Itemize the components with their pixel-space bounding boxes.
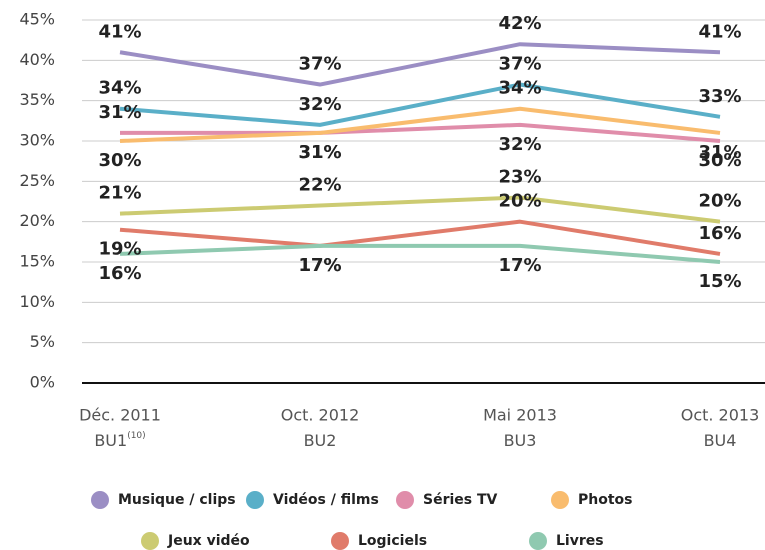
data-label: 31%	[698, 142, 741, 163]
x-tick-code: BU1(10)	[94, 431, 145, 450]
data-label: 30%	[98, 150, 141, 171]
series-line	[119, 195, 721, 224]
legend-label: Logiciels	[358, 533, 427, 549]
data-label: 31%	[98, 102, 141, 123]
series-line	[119, 219, 721, 256]
data-label: 37%	[498, 54, 541, 75]
data-label: 31%	[298, 142, 341, 163]
legend-swatch	[529, 532, 547, 550]
data-label: 34%	[98, 78, 141, 99]
x-tick-code: BU3	[504, 431, 537, 450]
x-tick-label: Mai 2013	[483, 406, 557, 425]
legend-label: Séries TV	[423, 492, 498, 508]
data-label: 30%	[698, 150, 741, 171]
data-label: 41%	[698, 21, 741, 42]
x-tick-code: BU2	[304, 431, 337, 450]
data-label: 32%	[498, 134, 541, 155]
x-tick-code-text: BU1	[94, 431, 127, 450]
data-label: 22%	[298, 175, 341, 196]
series-line	[119, 106, 721, 143]
y-tick-label: 40%	[19, 50, 55, 69]
legend-swatch	[551, 491, 569, 509]
data-label: 17%	[298, 255, 341, 276]
legend-swatch	[246, 491, 264, 509]
data-label: 20%	[698, 191, 741, 212]
y-tick-label: 25%	[19, 171, 55, 190]
data-label: 32%	[298, 94, 341, 115]
legend-label: Livres	[556, 533, 604, 549]
data-label: 21%	[98, 183, 141, 204]
legend-swatch	[141, 532, 159, 550]
x-tick-label: Oct. 2012	[281, 406, 360, 425]
x-tick-code-text: BU2	[304, 431, 337, 450]
x-tick-note: (10)	[127, 431, 145, 441]
y-tick-label: 0%	[30, 373, 55, 392]
legend-label: Vidéos / films	[273, 492, 379, 508]
legend-swatch	[91, 491, 109, 509]
y-tick-label: 45%	[19, 10, 55, 29]
x-tick-label: Oct. 2013	[681, 406, 760, 425]
x-tick-code-text: BU4	[704, 431, 737, 450]
data-label: 17%	[498, 255, 541, 276]
x-tick-label: Déc. 2011	[79, 406, 161, 425]
data-label: 41%	[98, 21, 141, 42]
data-label: 34%	[498, 78, 541, 99]
data-label: 15%	[698, 271, 741, 292]
series-line	[119, 82, 721, 127]
data-label: 31%	[298, 142, 341, 163]
legend-swatch	[396, 491, 414, 509]
y-tick-label: 15%	[19, 252, 55, 271]
data-label: 19%	[98, 239, 141, 260]
y-tick-label: 10%	[19, 292, 55, 311]
data-label: 33%	[698, 86, 741, 107]
data-label: 16%	[698, 223, 741, 244]
legend-swatch	[331, 532, 349, 550]
x-tick-code-text: BU3	[504, 431, 537, 450]
data-label: 16%	[98, 263, 141, 284]
data-label: 20%	[498, 191, 541, 212]
legend-label: Musique / clips	[118, 492, 236, 508]
data-label: 17%	[298, 255, 341, 276]
data-label: 42%	[498, 13, 541, 34]
y-tick-label: 5%	[30, 332, 55, 351]
series-line	[119, 243, 721, 264]
data-label: 37%	[298, 54, 341, 75]
legend-label: Photos	[578, 492, 633, 508]
x-tick-code: BU4	[704, 431, 737, 450]
series-line	[120, 122, 721, 143]
series-line	[119, 42, 721, 87]
data-label: 23%	[498, 166, 541, 187]
y-tick-label: 35%	[19, 90, 55, 109]
y-tick-label: 20%	[19, 211, 55, 230]
y-tick-label: 30%	[19, 131, 55, 150]
legend-label: Jeux vidéo	[167, 533, 250, 549]
